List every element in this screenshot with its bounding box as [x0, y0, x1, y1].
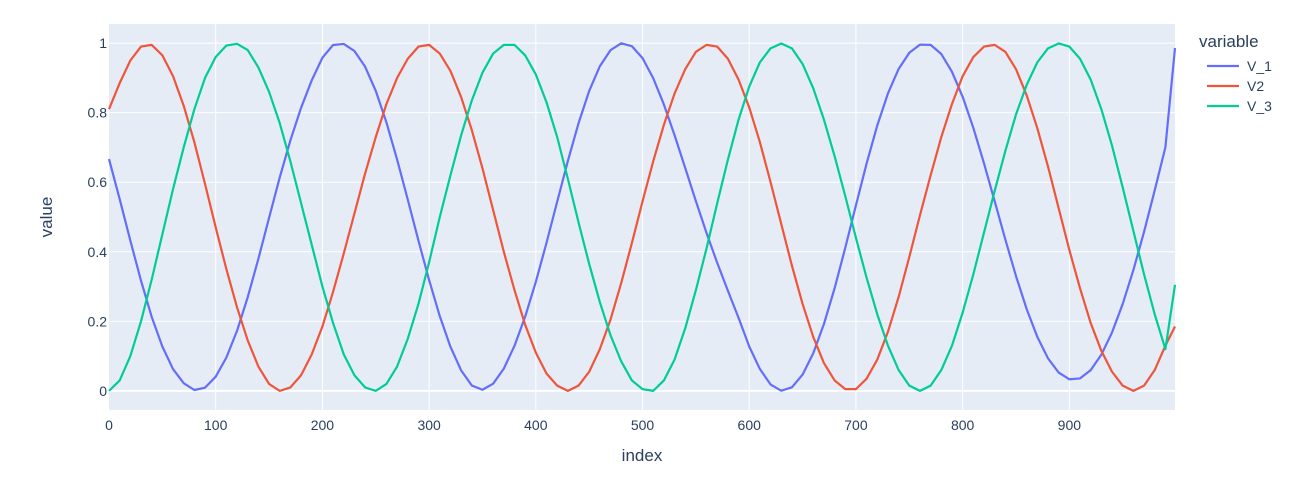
x-axis-title: index	[622, 446, 663, 465]
legend-title: variable	[1199, 32, 1259, 51]
x-tick-label: 400	[524, 417, 548, 433]
legend[interactable]: variable V_1 V2 V_3	[1199, 32, 1272, 114]
x-tick-label: 0	[105, 417, 113, 433]
y-tick-label: 0.4	[88, 244, 108, 260]
legend-label: V_3	[1247, 98, 1272, 114]
x-axis-ticks: 0 100 200 300 400 500 600 700 800 900	[105, 417, 1081, 433]
y-tick-label: 0.2	[88, 313, 108, 329]
x-tick-label: 700	[844, 417, 868, 433]
y-axis-title: value	[37, 197, 56, 238]
series-line-v-3	[108, 42, 1177, 392]
grid	[109, 24, 1175, 410]
y-tick-label: 0	[99, 383, 107, 399]
y-tick-label: 0.8	[88, 105, 108, 121]
series-lines	[107, 42, 1177, 392]
x-tick-label: 900	[1058, 417, 1082, 433]
x-tick-label: 600	[738, 417, 762, 433]
plot-background	[109, 24, 1175, 410]
legend-item-v-1[interactable]: V_1	[1207, 58, 1272, 74]
legend-label: V_1	[1247, 58, 1272, 74]
y-axis-ticks: 0 0.2 0.4 0.6 0.8 1	[88, 35, 108, 399]
x-tick-label: 300	[417, 417, 441, 433]
series-line-v2	[107, 43, 1176, 392]
y-tick-label: 1	[99, 35, 107, 51]
x-tick-label: 500	[631, 417, 655, 433]
legend-item-v2[interactable]: V2	[1207, 78, 1264, 94]
x-tick-label: 100	[204, 417, 228, 433]
x-tick-label: 200	[311, 417, 335, 433]
x-tick-label: 800	[951, 417, 975, 433]
legend-label: V2	[1247, 78, 1264, 94]
legend-item-v-3[interactable]: V_3	[1207, 98, 1272, 114]
y-tick-label: 0.6	[88, 174, 108, 190]
